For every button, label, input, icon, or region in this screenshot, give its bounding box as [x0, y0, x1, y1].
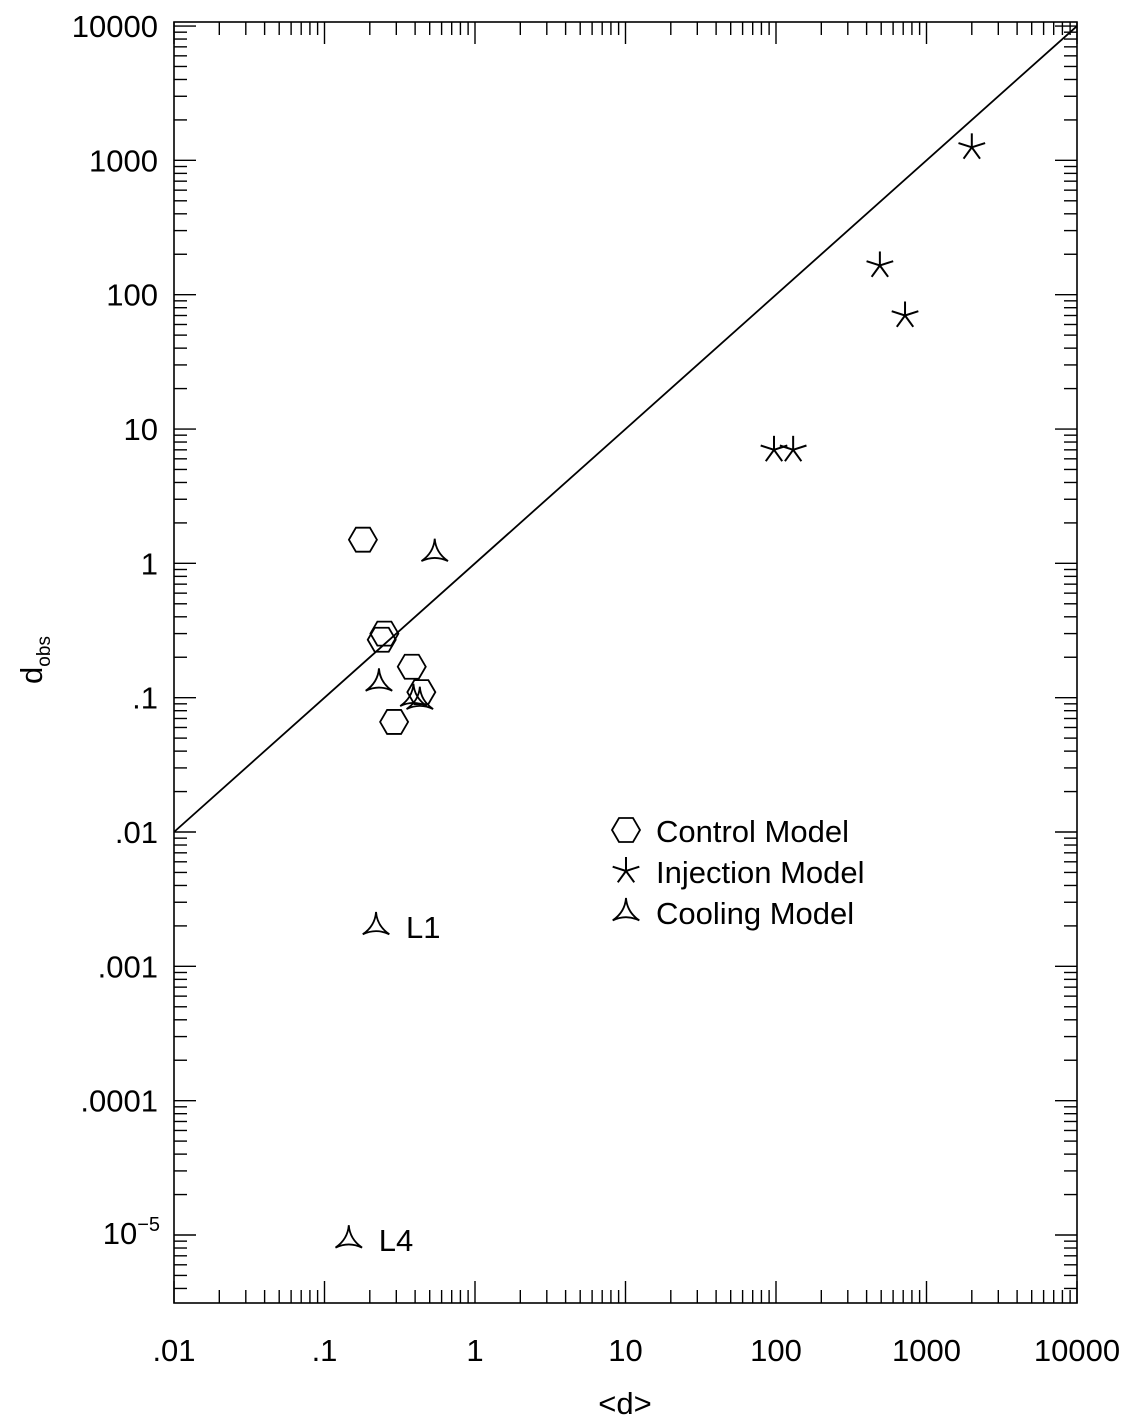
star-marker: [866, 251, 894, 278]
star-arm: [971, 142, 986, 149]
hexagon-marker: [396, 653, 427, 680]
star-arm: [958, 142, 973, 149]
x-tick-label: .1: [312, 1333, 338, 1368]
y-axis-title-main: d: [14, 667, 49, 684]
y-tick-label: 1000: [89, 143, 158, 178]
y-tick-label-exponent: −5: [137, 1214, 160, 1236]
star-arm: [792, 449, 803, 462]
legend-star-marker: [612, 857, 640, 883]
identity-line: [173, 25, 1078, 833]
x-tick-label: 100: [750, 1333, 802, 1368]
legend-tri-marker: [612, 897, 640, 922]
legend-hexagon-marker: [610, 817, 642, 843]
legend: Control Model Injection Model Cooling Mode…: [610, 814, 865, 931]
star-arm: [962, 146, 973, 160]
y-axis-title: dobs: [14, 636, 55, 684]
legend-label: Cooling Model: [656, 896, 854, 931]
star-arm: [616, 870, 627, 883]
star-arm: [895, 314, 906, 328]
hexagon-marker: [366, 626, 397, 653]
tri-marker: [420, 538, 449, 562]
star-arm: [773, 449, 784, 462]
star-arm: [866, 260, 881, 267]
y-tick-label: 10−5: [103, 1214, 160, 1251]
plot-frame: [173, 21, 1078, 1304]
legend-label: Injection Model: [656, 855, 865, 890]
point-annotations: L1 L4: [379, 910, 441, 1258]
hexagon-marker: [379, 709, 410, 735]
star-arm: [904, 314, 915, 328]
series-control-model: [347, 526, 437, 735]
svg-text:dobs: dobs: [14, 636, 55, 684]
star-arm: [764, 449, 775, 462]
data-points: [334, 133, 986, 1249]
y-tick-label: 10000: [72, 9, 158, 44]
x-tick-label: 1: [466, 1333, 483, 1368]
star-arm: [904, 310, 919, 317]
x-tick-label: .01: [152, 1333, 195, 1368]
star-arm: [612, 865, 627, 872]
y-tick-label: .1: [132, 681, 158, 716]
point-label: L1: [406, 910, 440, 945]
star-arm: [760, 444, 775, 451]
x-tick-labels: .01 .1 1 10 100 1000 10000: [152, 1333, 1120, 1368]
star-arm: [891, 310, 906, 317]
hexagon-marker: [347, 526, 378, 553]
hexagon-marker: [406, 679, 437, 706]
x-tick-label: 10: [608, 1333, 642, 1368]
tri-marker: [362, 911, 390, 936]
y-tick-label-base: 10: [103, 1216, 137, 1251]
tri-marker: [365, 668, 393, 692]
y-tick-label: 1: [141, 546, 158, 581]
star-arm: [625, 870, 636, 883]
point-label: L4: [379, 1223, 413, 1258]
series-cooling-model: [334, 538, 449, 1249]
y-tick-label: .01: [115, 815, 158, 850]
tri-marker: [406, 686, 434, 710]
tri-marker: [334, 1225, 363, 1249]
star-arm: [784, 449, 794, 462]
star-arm: [879, 264, 889, 278]
x-tick-label: 10000: [1034, 1333, 1120, 1368]
star-arm: [792, 444, 807, 451]
axis-ticks: [173, 22, 1078, 1303]
star-arm: [870, 264, 881, 278]
star-arm: [779, 444, 794, 451]
star-arm: [970, 146, 981, 160]
hexagon-marker: [369, 620, 400, 647]
x-axis-title: <d>: [598, 1386, 651, 1421]
y-tick-label: .0001: [80, 1084, 158, 1119]
y-tick-label: 10: [124, 412, 158, 447]
y-tick-label: .001: [98, 949, 158, 984]
star-marker: [958, 133, 986, 160]
star-arm: [879, 260, 894, 267]
star-marker: [891, 301, 919, 328]
star-marker: [779, 435, 807, 462]
y-axis-title-subscript: obs: [34, 636, 55, 667]
star-arm: [625, 865, 640, 872]
series-injection-model: [760, 133, 986, 462]
y-tick-label: 100: [106, 278, 158, 313]
legend-label: Control Model: [656, 814, 849, 849]
x-tick-label: 1000: [892, 1333, 961, 1368]
star-marker: [760, 435, 788, 462]
